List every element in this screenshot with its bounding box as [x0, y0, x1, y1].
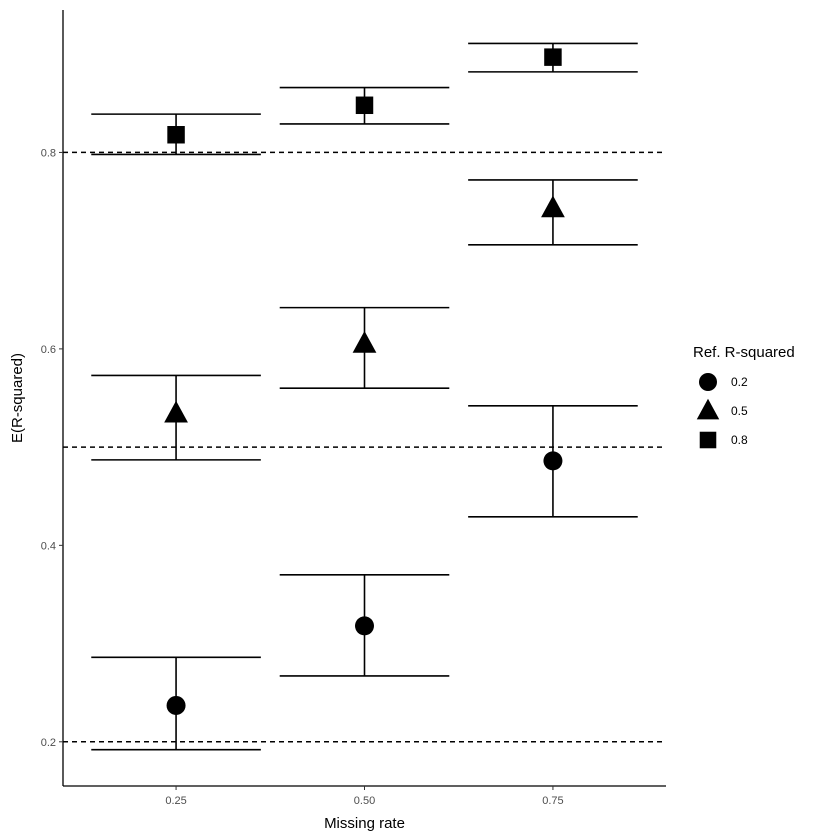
- y-axis-ticks: 0.2 0.4 0.6 0.8: [41, 147, 63, 749]
- legend-title: Ref. R-squared: [693, 344, 795, 361]
- data-point-triangle: [541, 195, 565, 218]
- y-axis-title: E(R-squared): [9, 353, 26, 443]
- data-point-square: [355, 96, 374, 115]
- x-tick-label: 0.50: [354, 795, 375, 807]
- legend-label: 0.2: [731, 375, 748, 389]
- x-tick-label: 0.75: [542, 795, 563, 807]
- data-point-square: [544, 48, 562, 66]
- legend-key-square: [699, 431, 717, 449]
- x-tick-label: 0.25: [165, 795, 186, 807]
- legend-key-circle: [699, 373, 717, 391]
- data-point-circle: [166, 695, 186, 715]
- y-tick-label: 0.6: [41, 344, 56, 356]
- data-point-triangle: [164, 400, 188, 423]
- legend-entries: 0.2 0.5 0.8: [696, 373, 748, 449]
- data-point-triangle: [352, 331, 377, 353]
- reference-lines: [63, 151, 666, 743]
- data-point-square: [167, 126, 185, 144]
- legend-key-triangle: [696, 398, 720, 420]
- legend-label: 0.5: [731, 404, 748, 418]
- chart-marks: [91, 42, 638, 751]
- x-axis-title: Missing rate: [324, 815, 405, 832]
- axes: 0.2 0.4 0.6 0.8 0.25 0.50 0.75 Missing rate E…: [9, 10, 666, 832]
- y-tick-label: 0.4: [41, 540, 56, 552]
- legend: Ref. R-squared 0.2 0.5 0.8: [693, 344, 795, 449]
- legend-label: 0.8: [731, 433, 748, 447]
- x-axis-ticks: 0.25 0.50 0.75: [165, 786, 564, 807]
- data-point-circle: [355, 616, 374, 636]
- y-tick-label: 0.8: [41, 147, 56, 159]
- data-point-circle: [543, 451, 563, 471]
- y-tick-label: 0.2: [41, 737, 56, 749]
